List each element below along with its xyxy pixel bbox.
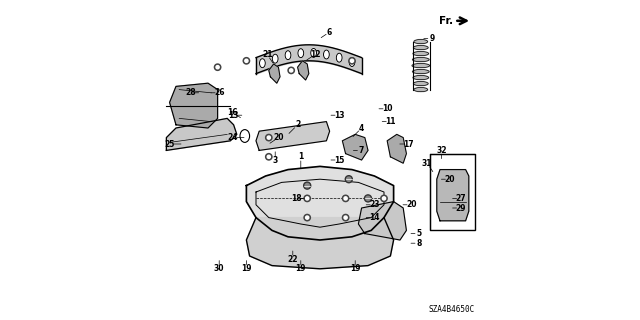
Polygon shape (298, 61, 309, 80)
Circle shape (306, 216, 309, 219)
Ellipse shape (285, 51, 291, 60)
Circle shape (306, 197, 309, 200)
Ellipse shape (260, 59, 265, 68)
Text: 29: 29 (456, 204, 466, 212)
Ellipse shape (273, 54, 278, 63)
Circle shape (268, 155, 271, 158)
Polygon shape (256, 122, 330, 150)
Polygon shape (170, 83, 218, 128)
Circle shape (268, 136, 271, 139)
Text: 4: 4 (359, 124, 364, 132)
Polygon shape (246, 218, 394, 269)
Ellipse shape (414, 87, 428, 92)
Text: 19: 19 (296, 264, 306, 273)
Text: 5: 5 (417, 229, 422, 238)
Ellipse shape (240, 130, 250, 142)
Text: 20: 20 (444, 175, 455, 184)
Ellipse shape (349, 58, 355, 67)
Text: 20: 20 (406, 200, 417, 209)
Circle shape (344, 216, 348, 219)
Circle shape (289, 69, 293, 72)
Text: 15: 15 (334, 156, 344, 164)
Circle shape (342, 214, 349, 221)
Ellipse shape (311, 48, 317, 57)
Text: 6: 6 (327, 28, 332, 36)
Text: 32: 32 (436, 146, 447, 155)
Text: 31: 31 (422, 159, 433, 168)
Text: 8: 8 (417, 239, 422, 248)
Text: 26: 26 (214, 88, 225, 97)
Ellipse shape (323, 50, 329, 59)
Bar (430, 154, 475, 230)
Text: 18: 18 (291, 194, 301, 203)
Text: 9: 9 (429, 34, 435, 43)
Polygon shape (269, 64, 280, 83)
Ellipse shape (414, 39, 428, 44)
Circle shape (266, 154, 272, 160)
Text: 19: 19 (241, 264, 252, 273)
Polygon shape (387, 134, 406, 163)
Circle shape (245, 59, 248, 62)
Text: 11: 11 (385, 117, 396, 126)
Text: 3: 3 (273, 156, 278, 164)
Text: 17: 17 (403, 140, 413, 148)
Text: 22: 22 (287, 255, 298, 264)
Circle shape (214, 64, 221, 70)
Text: 13: 13 (334, 111, 344, 120)
Text: 12: 12 (310, 50, 321, 59)
Text: 1: 1 (298, 152, 303, 161)
Circle shape (342, 195, 349, 202)
Circle shape (349, 58, 355, 64)
Text: 23: 23 (369, 200, 380, 209)
Circle shape (347, 177, 351, 181)
Ellipse shape (412, 64, 429, 68)
Text: 25: 25 (164, 140, 175, 148)
Circle shape (243, 58, 250, 64)
Circle shape (351, 59, 354, 62)
Ellipse shape (413, 45, 428, 50)
Text: 24: 24 (227, 133, 238, 142)
Text: 20: 20 (273, 133, 284, 142)
Ellipse shape (413, 82, 428, 86)
Ellipse shape (413, 52, 429, 56)
Circle shape (288, 67, 294, 74)
Ellipse shape (413, 76, 429, 80)
Text: 13: 13 (228, 111, 239, 120)
Text: 7: 7 (359, 146, 364, 155)
Polygon shape (437, 170, 468, 221)
Text: SZA4B4650C: SZA4B4650C (429, 305, 475, 314)
Text: 10: 10 (382, 104, 392, 113)
Circle shape (383, 197, 385, 200)
Text: 14: 14 (369, 213, 380, 222)
Circle shape (304, 182, 311, 189)
Circle shape (304, 195, 310, 202)
Text: 16: 16 (227, 108, 237, 116)
Ellipse shape (337, 53, 342, 62)
Text: 21: 21 (262, 50, 273, 59)
Circle shape (304, 214, 310, 221)
Text: 28: 28 (185, 88, 196, 97)
Circle shape (266, 134, 272, 141)
Ellipse shape (412, 69, 429, 74)
Polygon shape (246, 166, 394, 240)
Ellipse shape (412, 58, 429, 62)
Text: 2: 2 (295, 120, 300, 129)
Circle shape (365, 195, 371, 202)
Circle shape (366, 196, 370, 201)
Ellipse shape (298, 49, 304, 58)
Circle shape (381, 195, 387, 202)
Circle shape (346, 176, 352, 183)
Text: 27: 27 (456, 194, 466, 203)
Polygon shape (358, 202, 406, 240)
Text: Fr.: Fr. (438, 16, 453, 26)
Polygon shape (166, 118, 237, 150)
Text: 19: 19 (350, 264, 360, 273)
Circle shape (305, 183, 309, 188)
Text: 30: 30 (214, 264, 225, 273)
Polygon shape (342, 134, 368, 160)
Circle shape (216, 66, 219, 69)
Circle shape (344, 197, 348, 200)
